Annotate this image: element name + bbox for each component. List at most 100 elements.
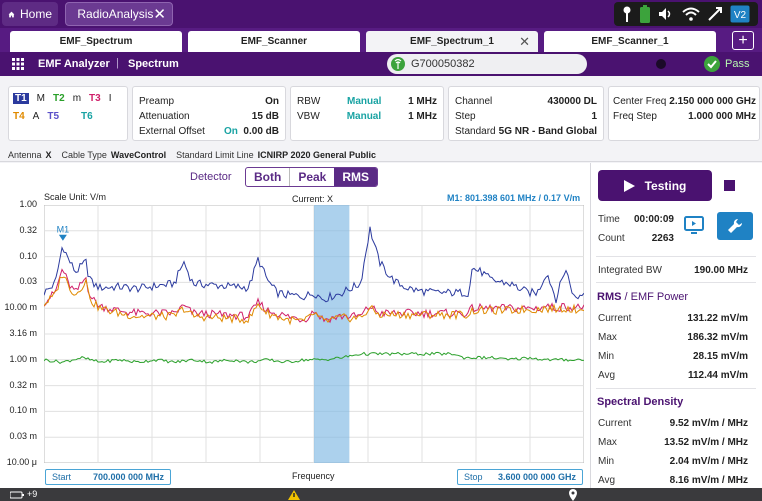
- tab-emf-spectrum[interactable]: EMF_Spectrum: [10, 31, 182, 52]
- antenna-value: X: [45, 149, 52, 160]
- amplitude-panel[interactable]: Preamp On Attenuation 15 dB External Offse…: [132, 86, 286, 141]
- tab-emf-scanner[interactable]: EMF_Scanner: [188, 31, 360, 52]
- channel-value: 430000 DL: [547, 95, 597, 107]
- marker-readout: M1: 801.398 601 MHz / 0.17 V/m: [447, 193, 581, 203]
- rms-current-value: 131.22 mV/m: [687, 313, 748, 324]
- detector-rms-button[interactable]: RMS: [334, 168, 378, 186]
- marker-label: M1: [57, 225, 70, 235]
- divider: [596, 388, 756, 389]
- vnc-icon: V2: [730, 5, 750, 23]
- standard-value: 5G NR - Band Global: [498, 125, 597, 137]
- trace-selector-panel[interactable]: T1 M T2 m T3 I T4 A T5 T6: [8, 86, 128, 141]
- antenna-signal-icon: [391, 57, 405, 71]
- location-pin-icon[interactable]: [568, 489, 578, 501]
- step-row: Step 1: [455, 109, 597, 123]
- current-indicator: Current: X: [292, 194, 334, 204]
- app-tab-radioanalysis[interactable]: RadioAnalysis ✕: [65, 2, 173, 26]
- y-tick-label: 0.32: [19, 224, 37, 235]
- stop-value: 3.600 000 000 GHz: [497, 472, 576, 482]
- vbw-label: VBW: [297, 110, 320, 122]
- divider: [596, 256, 756, 257]
- trace-t2[interactable]: T2: [53, 93, 65, 104]
- integration-band-highlight: [314, 205, 350, 463]
- attenuation-row: Attenuation 15 dB: [139, 109, 279, 123]
- close-icon[interactable]: ✕: [153, 6, 166, 23]
- rms-subtitle: / EMF Power: [624, 291, 689, 303]
- grid-menu-icon[interactable]: [12, 58, 24, 70]
- trace-m-lower[interactable]: m: [72, 93, 82, 104]
- app-tab-label: RadioAnalysis: [77, 7, 154, 21]
- vbw-value: 1 MHz: [408, 110, 437, 122]
- testing-button[interactable]: Testing: [598, 170, 712, 201]
- x-axis-label: Frequency: [292, 471, 335, 481]
- tab-label: EMF_Scanner_1: [591, 36, 669, 47]
- rms-avg-value: 112.44 mV/m: [687, 370, 748, 381]
- detector-both-button[interactable]: Both: [254, 170, 282, 184]
- home-tab[interactable]: Home: [2, 2, 58, 26]
- time-label: Time: [598, 214, 620, 225]
- sd-current-value: 9.52 mV/m / MHz: [669, 418, 748, 429]
- trace-t3[interactable]: T3: [89, 93, 101, 104]
- standard-row: Standard 5G NR - Band Global: [455, 124, 597, 138]
- location-icon: [623, 6, 631, 22]
- settings-wrench-button[interactable]: [717, 212, 753, 240]
- bandwidth-panel[interactable]: RBW Manual 1 MHz VBW Manual 1 MHz: [290, 86, 444, 141]
- channel-panel[interactable]: Channel 430000 DL Step 1 Standard 5G NR - B…: [448, 86, 604, 141]
- y-tick-label: 0.32 m: [9, 379, 37, 390]
- detector-selector[interactable]: Both Peak RMS: [245, 167, 379, 187]
- trace-a[interactable]: A: [32, 111, 40, 122]
- frequency-panel[interactable]: Center Freq 2.150 000 000 GHz Freq Step 1.…: [608, 86, 760, 141]
- rms-section-title: RMS / EMF Power: [597, 291, 688, 303]
- add-tab-button[interactable]: +: [732, 31, 754, 50]
- tab-emf-scanner-1[interactable]: EMF_Scanner_1: [544, 31, 716, 52]
- mode-label[interactable]: Spectrum: [128, 58, 179, 70]
- spectrum-plot[interactable]: M1: [44, 205, 584, 463]
- offset-label: External Offset: [139, 125, 205, 137]
- sd-min-label: Min: [598, 456, 615, 467]
- offset-value: 0.00 dB: [243, 125, 279, 137]
- cable-label: Cable Type: [61, 149, 107, 160]
- rms-max-label: Max: [598, 332, 617, 343]
- center-freq-label: Center Freq: [613, 95, 667, 107]
- divider: [596, 282, 756, 283]
- attenuation-label: Attenuation: [139, 110, 190, 122]
- limit-label: Standard Limit Line: [176, 149, 254, 160]
- tab-label: EMF_Spectrum: [59, 36, 133, 47]
- rms-max-value: 186.32 mV/m: [687, 332, 748, 343]
- sd-max-value: 13.52 mV/m / MHz: [664, 437, 748, 448]
- freq-step-value: 1.000 000 MHz: [688, 110, 756, 122]
- trace-line-2: [44, 268, 584, 324]
- offset-state: On: [223, 125, 238, 137]
- volume-icon: [659, 8, 671, 20]
- rbw-mode: Manual: [346, 95, 382, 107]
- freq-step-label: Freq Step: [613, 110, 657, 122]
- home-label: Home: [19, 7, 52, 21]
- antenna-label: Antenna: [8, 149, 42, 160]
- start-label: Start: [52, 472, 72, 482]
- tab-label: EMF_Scanner: [240, 36, 308, 47]
- spectral-density-title: Spectral Density: [597, 396, 684, 408]
- warning-icon[interactable]: [288, 490, 300, 500]
- trace-m[interactable]: M: [36, 93, 46, 104]
- rbw-value: 1 MHz: [408, 95, 437, 107]
- y-tick-label: 0.10: [19, 250, 37, 261]
- offset-row: External Offset On 0.00 dB: [139, 124, 279, 138]
- time-value: 00:00:09: [633, 214, 674, 225]
- stop-button[interactable]: [724, 180, 735, 191]
- close-icon[interactable]: ✕: [519, 34, 530, 49]
- measurement-info-line: Antenna X Cable Type WaveControl Standar…: [0, 148, 762, 162]
- device-serial-pill[interactable]: G700050382: [387, 54, 587, 74]
- trace-t4[interactable]: T4: [13, 111, 25, 122]
- preamp-row: Preamp On: [139, 94, 279, 108]
- trace-t6[interactable]: T6: [81, 111, 93, 122]
- start-frequency-box[interactable]: Start 700.000 000 MHz: [45, 469, 171, 485]
- stop-frequency-box[interactable]: Stop 3.600 000 000 GHz: [457, 469, 583, 485]
- sd-min-value: 2.04 mV/m / MHz: [669, 456, 748, 467]
- tab-emf-spectrum-1[interactable]: EMF_Spectrum_1 ✕: [366, 31, 538, 52]
- trace-t1[interactable]: T1: [13, 93, 29, 104]
- screen-capture-icon[interactable]: [683, 214, 705, 236]
- trace-i[interactable]: I: [108, 93, 112, 104]
- trace-t5[interactable]: T5: [47, 111, 60, 122]
- detector-peak-button[interactable]: Peak: [289, 168, 334, 186]
- y-tick-label: 10.00 μ: [6, 457, 37, 467]
